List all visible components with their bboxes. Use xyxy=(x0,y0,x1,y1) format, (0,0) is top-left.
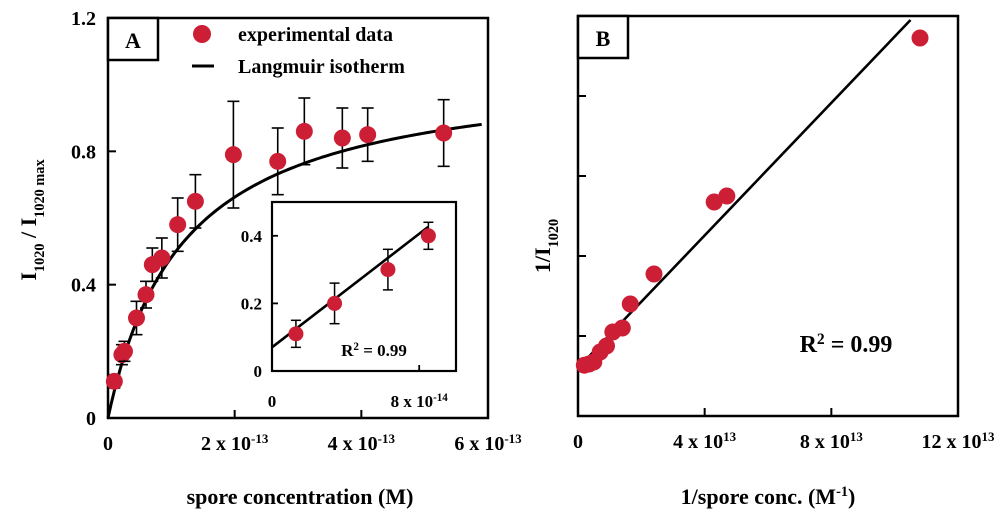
inset-r2-label: R2 = 0.99 xyxy=(341,341,407,360)
inset-x-tick-label: 8 x 10-14 xyxy=(391,392,449,411)
inset-data-point xyxy=(327,295,343,311)
x-tick-label: 0 xyxy=(103,433,113,455)
y-tick-label: 1.2 xyxy=(71,8,96,30)
data-point xyxy=(153,249,171,267)
linear-fit-line xyxy=(577,19,912,369)
data-point xyxy=(613,319,631,337)
data-point xyxy=(598,337,615,355)
x-tick-label: 4 x 1013 xyxy=(673,429,737,454)
panel-b-frame xyxy=(576,14,960,418)
y-axis-title: 1/I1020 xyxy=(530,219,562,273)
data-point xyxy=(333,129,351,147)
legend-label-langmuir: Langmuir isotherm xyxy=(238,56,405,78)
data-point xyxy=(137,286,155,304)
panel-a-label-box xyxy=(106,16,160,62)
x-axis-title: 1/spore conc. (M-1) xyxy=(681,484,856,509)
inset-y-tick-label: 0.4 xyxy=(241,227,263,246)
data-point xyxy=(359,126,377,144)
panel-a: 0 2 x 10-13 4 x 10-13 6 x 10-13 0 0.4 0.8 1.2 sp… xyxy=(16,8,522,509)
data-point xyxy=(105,372,123,390)
x-tick-label: 2 x 10-13 xyxy=(201,431,269,456)
y-tick-label: 0.4 xyxy=(71,275,96,297)
inset-data-point xyxy=(380,262,396,278)
r2-label: R2 = 0.99 xyxy=(800,331,893,359)
inset-data-point xyxy=(420,228,436,244)
x-axis-title: spore concentration (M) xyxy=(187,484,414,509)
data-point xyxy=(435,124,453,142)
panel-a-frame xyxy=(106,16,490,420)
data-point xyxy=(621,295,639,313)
data-point xyxy=(115,342,133,360)
x-tick-label: 4 x 10-13 xyxy=(328,431,396,456)
data-point xyxy=(269,152,287,170)
data-point xyxy=(224,146,242,164)
inset-x-tick-label: 0 xyxy=(268,392,277,411)
inset-y-tick-label: 0.2 xyxy=(241,294,262,313)
y-tick-label: 0.8 xyxy=(71,141,96,163)
inset-data-point xyxy=(288,326,304,342)
data-point xyxy=(911,29,929,47)
data-point xyxy=(645,265,663,283)
data-point xyxy=(705,193,723,211)
y-axis-title: I1020 / I1020 max xyxy=(16,159,48,281)
data-point xyxy=(128,309,145,327)
x-tick-label: 6 x 10-13 xyxy=(454,431,522,456)
x-tick-label: 0 xyxy=(573,431,583,453)
x-tick-label: 12 x 1013 xyxy=(922,429,996,454)
inset-y-tick-label: 0 xyxy=(254,362,263,381)
x-tick-label: 8 x 1013 xyxy=(800,429,864,454)
panel-b: 0 4 x 1013 8 x 1013 12 x 1013 1/spore conc. … xyxy=(530,14,996,509)
panel-a-label: A xyxy=(125,28,141,53)
data-point xyxy=(295,122,313,140)
legend-marker-experimental xyxy=(193,25,211,43)
panel-b-label-box xyxy=(576,14,630,60)
legend-label-experimental: experimental data xyxy=(238,24,393,46)
data-point xyxy=(186,192,204,210)
y-tick-label: 0 xyxy=(86,408,96,430)
data-point xyxy=(169,216,187,234)
panel-b-label: B xyxy=(596,26,611,51)
data-point xyxy=(718,187,736,205)
